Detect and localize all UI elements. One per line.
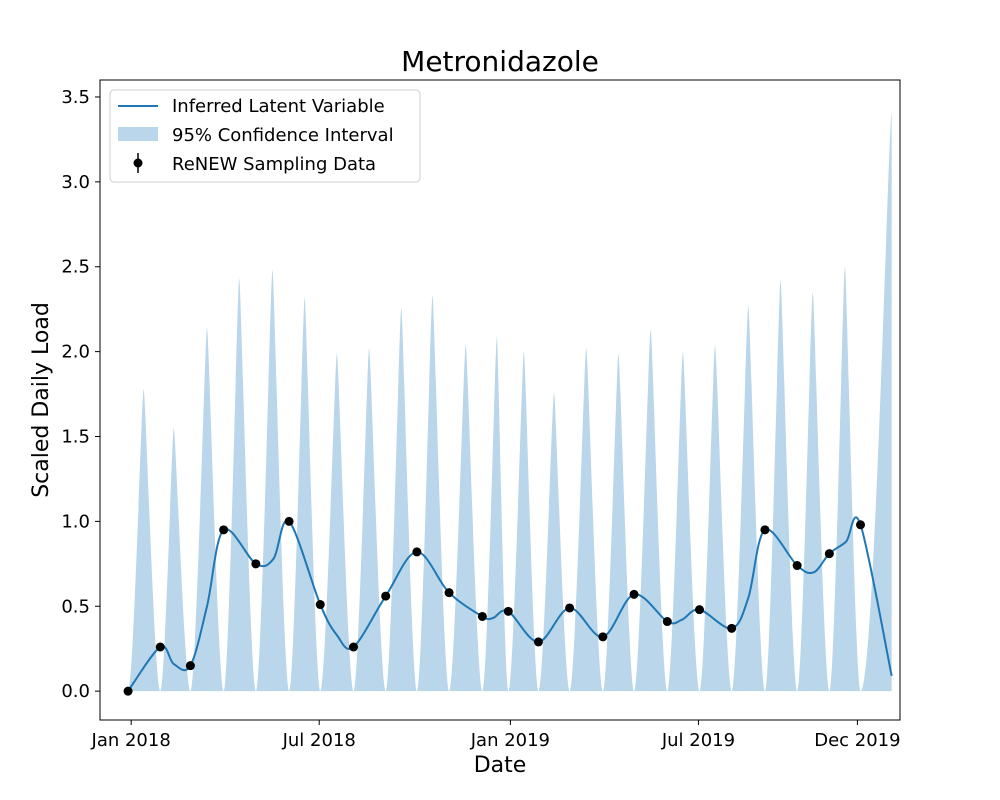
legend-point-swatch [133,158,143,168]
sampling-points-layer [123,516,866,696]
sampling-point [251,559,261,569]
y-tick-label: 1.0 [61,511,90,532]
x-axis-label: Date [474,753,527,778]
legend-band-swatch [118,127,158,141]
sampling-point [477,611,487,621]
sampling-point [727,623,737,633]
plot-frame [99,79,901,721]
y-axis: 0.0 0.5 1.0 1.5 2.0 2.5 3.0 3.5 [61,87,100,702]
sampling-point [792,561,802,571]
sampling-point [284,516,294,526]
legend-box [109,89,421,183]
sampling-point [315,600,325,610]
y-tick-label: 0.5 [61,596,90,617]
sampling-point [444,588,454,598]
y-axis-label: Scaled Daily Load [29,302,54,498]
confidence-band-layer [128,112,892,692]
y-tick-label: 0.0 [61,681,90,702]
sampling-point [856,520,866,530]
y-tick-label: 3.5 [61,87,90,108]
sampling-point [662,617,672,627]
sampling-point [565,603,575,613]
y-tick-label: 2.0 [61,342,90,363]
sampling-point [185,661,195,671]
sampling-point [598,632,608,642]
sampling-point [694,605,704,615]
sampling-point [349,642,359,652]
sampling-point [155,642,165,652]
confidence-band [128,112,892,692]
x-tick-label: Jan 2018 [91,730,171,751]
y-tick-label: 1.5 [61,426,90,447]
legend-entry-interval: 95% Confidence Interval [172,125,394,146]
sampling-point [123,686,133,696]
x-tick-label: Jul 2018 [282,730,356,751]
sampling-point [381,591,391,601]
chart-title: Metronidazole [401,45,599,78]
y-tick-label: 2.5 [61,257,90,278]
sampling-point [760,525,770,535]
legend-entry-sampling: ReNEW Sampling Data [172,154,376,175]
sampling-point [219,525,229,535]
y-tick-label: 3.0 [61,172,90,193]
sampling-point [824,549,834,559]
x-axis: Jan 2018 Jul 2018 Jan 2019 Jul 2019 Dec 2019 [91,720,901,751]
x-tick-label: Dec 2019 [814,730,900,751]
sampling-point [412,547,422,557]
x-tick-label: Jul 2019 [661,730,735,751]
sampling-point [533,637,543,647]
sampling-point [503,606,513,616]
legend: Inferred Latent Variable 95% Confidence … [109,89,421,183]
sampling-point [629,589,639,599]
legend-entry-latent: Inferred Latent Variable [172,96,385,117]
x-tick-label: Jan 2019 [470,730,550,751]
